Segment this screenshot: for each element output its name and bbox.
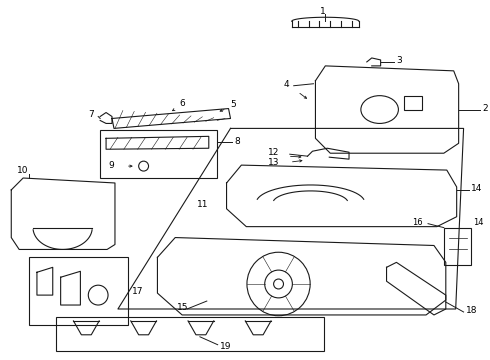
Bar <box>100 130 217 178</box>
Text: 12: 12 <box>268 148 279 157</box>
Bar <box>444 228 471 265</box>
Text: 16: 16 <box>412 218 423 227</box>
Text: 1: 1 <box>319 7 325 16</box>
Text: 15: 15 <box>177 302 189 311</box>
Text: 17: 17 <box>132 287 143 296</box>
Text: 11: 11 <box>197 200 208 209</box>
Text: 10: 10 <box>17 166 29 175</box>
Text: 4: 4 <box>284 80 290 89</box>
Text: 5: 5 <box>230 100 236 109</box>
Text: 7: 7 <box>88 110 94 119</box>
Text: 18: 18 <box>466 306 477 315</box>
Text: 13: 13 <box>268 158 279 167</box>
Text: 6: 6 <box>179 99 185 108</box>
Bar <box>56 317 324 351</box>
Text: 2: 2 <box>482 104 488 113</box>
Bar <box>29 257 128 325</box>
Text: 9: 9 <box>108 161 114 170</box>
Text: 3: 3 <box>396 57 402 66</box>
Text: 14: 14 <box>473 218 484 227</box>
Bar <box>404 96 422 109</box>
Text: 8: 8 <box>234 137 240 146</box>
Text: 19: 19 <box>220 342 231 351</box>
Text: 14: 14 <box>470 184 482 193</box>
